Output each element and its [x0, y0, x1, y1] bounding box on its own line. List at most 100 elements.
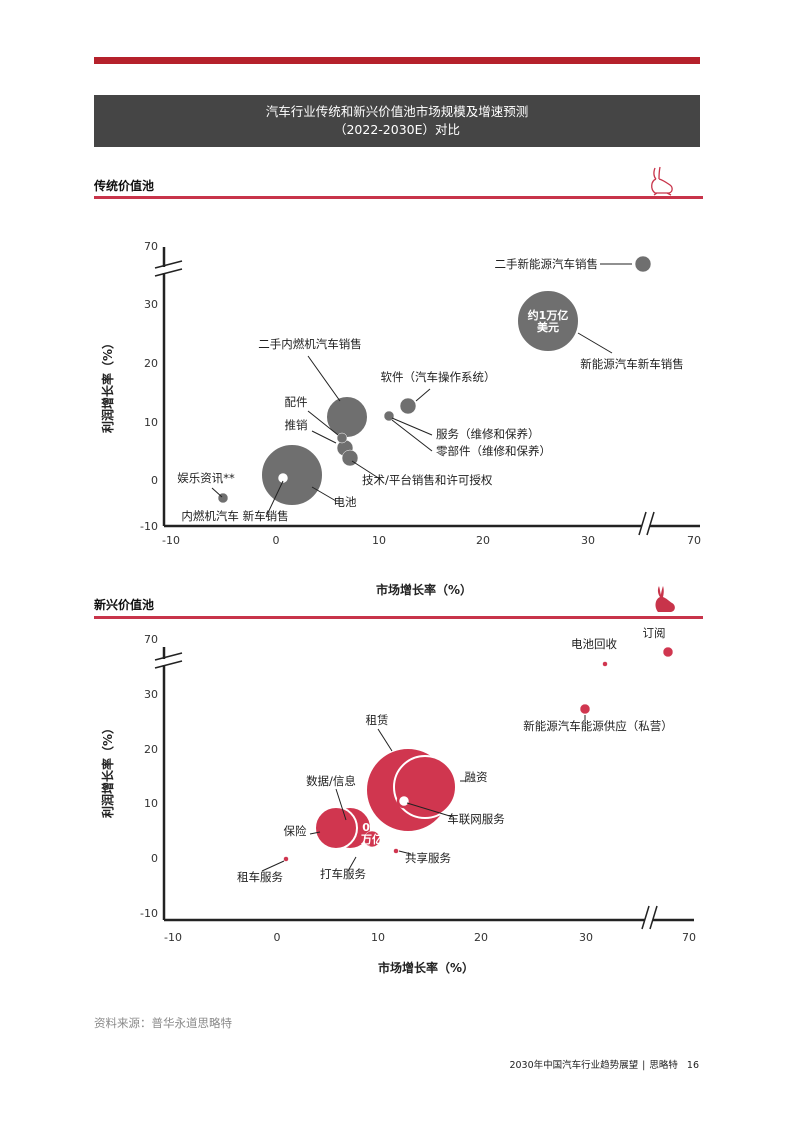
traditional-value-pool-chart: -10 0 10 20 30 70 -10 0 10 20 30 70 二手新能源汽车销售新能源汽车新… — [100, 240, 701, 597]
y-axis-break-gap — [158, 267, 170, 273]
data-point-label: 服务（维修和保养） — [436, 427, 540, 441]
data-point-label: 配件 — [285, 395, 308, 409]
footer-page-number: 16 — [686, 1060, 699, 1071]
leader-line — [265, 480, 284, 518]
leader-line — [311, 486, 337, 502]
data-point-bubble — [383, 410, 395, 422]
x-tick-label: -10 — [162, 534, 180, 547]
leader-line — [261, 860, 285, 872]
data-point-bubble — [662, 646, 674, 658]
x-tick-label: 30 — [581, 534, 595, 547]
data-point-label: 二手新能源汽车销售 — [495, 257, 599, 271]
data-point-label: 电池 — [334, 495, 357, 509]
y-tick-label: 0 — [151, 474, 158, 487]
bubble-size-annotation: 美元 — [537, 320, 559, 334]
data-point-bubble — [393, 848, 399, 854]
leader-line — [351, 460, 381, 480]
data-point-bubble — [579, 703, 591, 715]
section-rule-traditional — [94, 196, 703, 199]
x-axis-break-gap — [642, 520, 650, 532]
x-axis-label: 市场增长率（%） — [376, 582, 472, 597]
leader-line — [577, 332, 613, 354]
title-line-1: 汽车行业传统和新兴价值池市场规模及增速预测 — [265, 104, 529, 119]
x-axis-break-mark — [649, 905, 658, 930]
y-tick-label: 20 — [144, 743, 158, 756]
x-tick-label: 0 — [273, 534, 280, 547]
leader-line — [309, 831, 321, 835]
page-footer: 2030年中国汽车行业趋势展望 | 思略特 16 — [509, 1057, 699, 1071]
data-point-bubble — [260, 443, 324, 507]
bubble-size-annotation: 0.2 — [362, 821, 382, 834]
y-axis-label: 利润增长率（%） — [100, 722, 115, 818]
data-point-bubble — [399, 397, 417, 415]
section-rule-emerging — [94, 616, 703, 619]
data-point-bubble — [363, 830, 381, 848]
data-point-ring — [275, 470, 291, 486]
leader-line — [311, 430, 337, 444]
data-point-label: 新能源汽车新车销售 — [580, 357, 684, 371]
bubble-size-annotation: 约1万亿 — [528, 308, 569, 322]
data-point-bubble — [314, 806, 358, 850]
data-point-ring — [396, 793, 412, 809]
footer-brand: 思略特 — [649, 1060, 678, 1071]
x-tick-label: 20 — [476, 534, 490, 547]
y-tick-label: 0 — [151, 852, 158, 865]
section-title-emerging: 新兴价值池 — [94, 598, 155, 612]
data-point-label: 车联网服务 — [447, 812, 505, 826]
top-accent-bar — [94, 57, 700, 64]
x-axis-break-mark — [638, 511, 647, 536]
data-point-label: 共享服务 — [405, 851, 451, 865]
x-axis-label: 市场增长率（%） — [378, 960, 474, 975]
leader-line — [335, 788, 347, 821]
data-point-bubble — [634, 255, 652, 273]
x-axis-break-mark — [641, 905, 650, 930]
bubble-size-annotation: 美元 — [361, 844, 383, 858]
footer-doc-title: 2030年中国汽车行业趋势展望 — [509, 1060, 639, 1071]
y-tick-label: 70 — [144, 633, 158, 646]
y-tick-label: -10 — [140, 907, 158, 920]
y-tick-label: 30 — [144, 688, 158, 701]
bubble-size-annotation: 万亿 — [360, 832, 383, 846]
y-tick-label: -10 — [140, 520, 158, 533]
y-axis-break-mark — [154, 268, 183, 277]
chart-title-box: 汽车行业传统和新兴价值池市场规模及增速预测 （2022-2030E）对比 — [94, 95, 700, 147]
data-point-label: 租车服务 — [237, 870, 283, 884]
x-tick-label: -10 — [164, 931, 182, 944]
data-point-label: 保险 — [284, 824, 307, 838]
data-point-label: 推销 — [285, 418, 308, 432]
data-point-label: 二手内燃机汽车销售 — [258, 337, 362, 351]
y-axis-break-gap — [158, 659, 170, 665]
y-tick-label: 30 — [144, 298, 158, 311]
data-point-label: 技术/平台销售和许可授权 — [362, 473, 493, 487]
data-point-label: 电池回收 — [571, 637, 617, 651]
footer-separator: | — [642, 1060, 646, 1071]
data-point-label: 租赁 — [366, 713, 389, 727]
y-axis-break-mark — [154, 660, 183, 669]
y-axis-label: 利润增长率（%） — [100, 337, 115, 433]
leader-line — [211, 487, 223, 498]
leader-line — [415, 388, 431, 402]
x-axis-break-mark — [646, 511, 655, 536]
data-point-label: 融资 — [465, 770, 488, 784]
x-tick-label: 30 — [579, 931, 593, 944]
data-point-bubble — [325, 395, 369, 439]
y-tick-label: 10 — [144, 797, 158, 810]
leader-line — [377, 728, 393, 752]
source-note: 资料来源：普华永道思略特 — [94, 1016, 232, 1030]
x-tick-label: 20 — [474, 931, 488, 944]
leader-line — [307, 355, 341, 402]
x-tick-label: 10 — [371, 931, 385, 944]
title-line-2: （2022-2030E）对比 — [333, 122, 461, 137]
y-tick-label: 10 — [144, 416, 158, 429]
data-point-label: 订阅 — [643, 626, 666, 640]
rabbit-outline-icon — [651, 166, 673, 196]
emerging-value-pool-chart: -10 0 10 20 30 70 -10 0 10 20 30 70 订阅电池回收新能源汽车能源供应… — [100, 626, 696, 975]
data-point-bubble — [516, 289, 580, 353]
data-point-label: 娱乐资讯** — [177, 471, 235, 485]
section-title-traditional: 传统价值池 — [94, 179, 155, 193]
x-tick-label: 10 — [372, 534, 386, 547]
x-tick-label: 70 — [687, 534, 701, 547]
data-point-label: 数据/信息 — [306, 774, 356, 788]
leader-line — [307, 410, 339, 436]
rabbit-filled-icon — [655, 586, 675, 612]
